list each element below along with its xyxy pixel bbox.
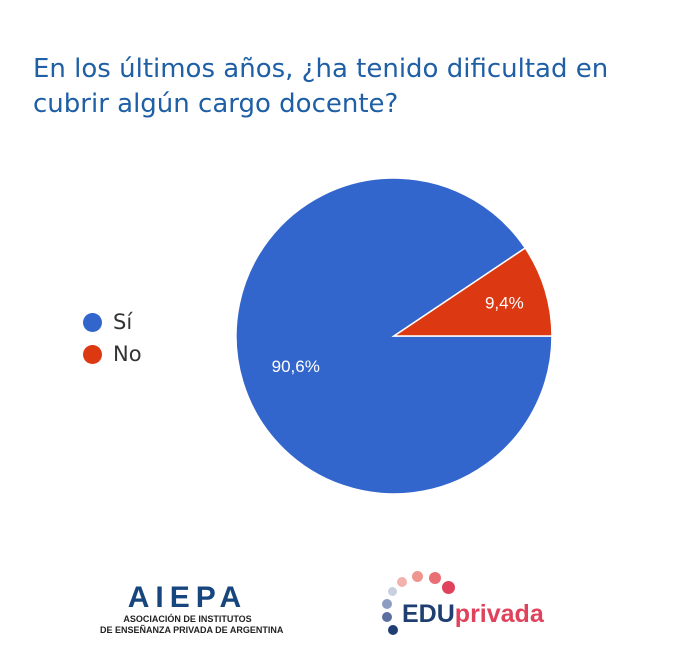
- legend-label-no: No: [113, 342, 142, 366]
- legend-swatch-no: [83, 344, 102, 364]
- aiepa-logo-subtitle-line1: ASOCIACIÓN DE INSTITUTOS: [123, 614, 252, 624]
- pie-chart: 90,6% 9,4%: [235, 177, 553, 495]
- aiepa-logo-subtitle-line2: DE ENSEÑANZA PRIVADA DE ARGENTINA: [100, 625, 284, 635]
- logo-dot-icon: [388, 587, 397, 596]
- eduprivada-wordmark-edu: EDU: [402, 600, 455, 628]
- logo-dot-icon: [412, 571, 423, 582]
- eduprivada-wordmark: EDUprivada: [402, 600, 544, 629]
- logo-dot-icon: [382, 599, 392, 609]
- legend-swatch-si: [83, 312, 102, 332]
- legend-item-no: No: [83, 338, 142, 370]
- slice-label-si: 90,6%: [272, 357, 320, 376]
- legend-label-si: Sí: [113, 310, 133, 334]
- logo-dot-icon: [429, 572, 441, 584]
- pie-slice-si: [235, 177, 553, 495]
- logo-dot-icon: [397, 577, 407, 587]
- legend-item-si: Sí: [83, 306, 142, 338]
- eduprivada-wordmark-privada: privada: [454, 600, 544, 628]
- pie-slice-no: [391, 246, 553, 337]
- chart-title: En los últimos años, ¿ha tenido dificult…: [33, 54, 609, 119]
- logo-dot-icon: [442, 581, 455, 594]
- legend: Sí No: [83, 306, 142, 370]
- logo-dot-icon: [382, 612, 392, 622]
- slice-label-no: 9,4%: [485, 293, 524, 312]
- eduprivada-logo: EDUprivada: [378, 570, 563, 640]
- aiepa-logo-wordmark: AIEPA: [127, 581, 248, 614]
- logo-dot-icon: [388, 625, 398, 635]
- aiepa-logo: AIEPA ASOCIACIÓN DE INSTITUTOS DE ENSEÑA…: [100, 581, 284, 636]
